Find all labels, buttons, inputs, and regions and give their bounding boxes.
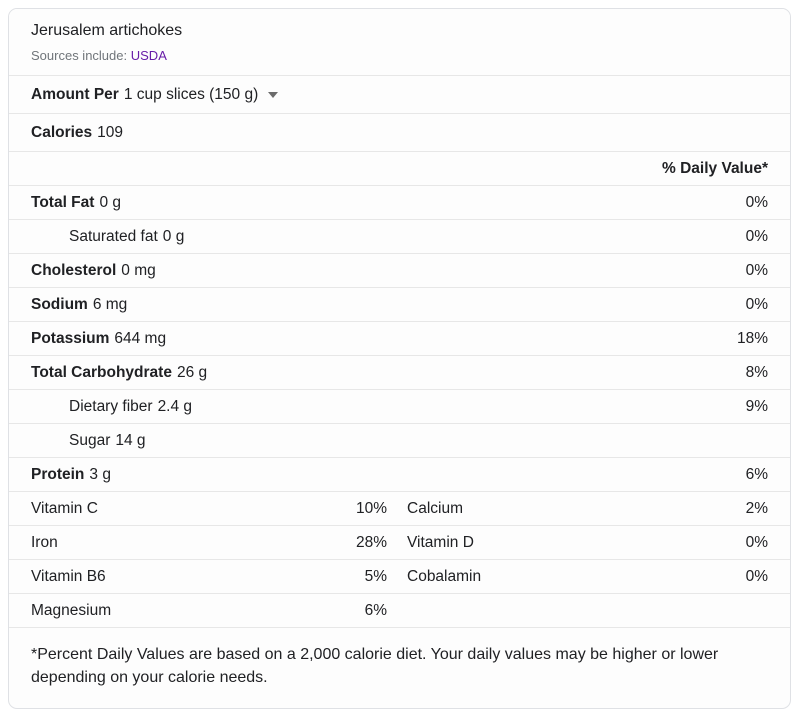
micronutrient-label: Cobalamin bbox=[407, 567, 482, 585]
nutrient-amount: 26 g bbox=[176, 363, 208, 381]
micronutrient-cell: Vitamin C 10% bbox=[31, 500, 387, 518]
micronutrient-cell: Calcium 2% bbox=[407, 500, 768, 518]
nutrient-amount: 6 mg bbox=[92, 295, 128, 313]
nutrient-amount: 0 g bbox=[99, 193, 121, 211]
nutrient-label: Protein bbox=[31, 465, 85, 483]
table-row: Cholesterol 0 mg 0% bbox=[9, 253, 790, 287]
calories-row: Calories 109 bbox=[9, 113, 790, 151]
table-row: Saturated fat 0 g 0% bbox=[9, 219, 790, 253]
micronutrient-label: Vitamin C bbox=[31, 499, 98, 517]
nutrient-label: Sugar bbox=[69, 431, 111, 449]
micronutrient-dv: 0% bbox=[745, 567, 768, 585]
daily-value-header-row: % Daily Value* bbox=[9, 151, 790, 185]
nutrient-dv: 0% bbox=[745, 227, 768, 245]
calories-label: Calories bbox=[31, 123, 93, 141]
nutrient-label: Saturated fat bbox=[69, 227, 158, 245]
table-row: Sugar 14 g bbox=[9, 423, 790, 457]
table-row: Iron 28% Vitamin D 0% bbox=[9, 525, 790, 559]
nutrient-dv: 9% bbox=[745, 397, 768, 415]
calories-value: 109 bbox=[97, 123, 124, 141]
micronutrient-label: Iron bbox=[31, 533, 58, 551]
nutrient-label: Dietary fiber bbox=[69, 397, 153, 415]
nutrient-dv: 8% bbox=[745, 363, 768, 381]
table-row: Protein 3 g 6% bbox=[9, 457, 790, 491]
page-title: Jerusalem artichokes bbox=[31, 22, 183, 39]
nutrient-amount: 14 g bbox=[115, 431, 146, 449]
nutrient-dv: 6% bbox=[745, 465, 768, 483]
sources-line: Sources include: USDA bbox=[31, 48, 768, 63]
serving-size-value: 1 cup slices (150 g) bbox=[123, 85, 259, 103]
serving-size-label: Amount Per bbox=[31, 85, 119, 103]
micronutrient-cell: Magnesium 6% bbox=[31, 602, 387, 620]
card-header: Jerusalem artichokes Sources include: US… bbox=[9, 9, 790, 75]
table-row: Vitamin C 10% Calcium 2% bbox=[9, 491, 790, 525]
nutrient-amount: 0 g bbox=[162, 227, 185, 245]
micronutrient-label: Vitamin D bbox=[407, 533, 474, 551]
source-link-usda[interactable]: USDA bbox=[130, 48, 167, 63]
caret-down-icon bbox=[268, 91, 279, 98]
micronutrient-cell: Vitamin B6 5% bbox=[31, 568, 387, 586]
table-row: Potassium 644 mg 18% bbox=[9, 321, 790, 355]
micronutrient-cell: Vitamin D 0% bbox=[407, 534, 768, 552]
micronutrient-dv: 2% bbox=[745, 499, 768, 517]
table-row: Total Fat 0 g 0% bbox=[9, 185, 790, 219]
nutrient-label: Potassium bbox=[31, 329, 110, 347]
nutrient-label: Total Carbohydrate bbox=[31, 363, 172, 381]
daily-value-header: % Daily Value* bbox=[662, 159, 768, 177]
nutrient-amount: 2.4 g bbox=[157, 397, 193, 415]
micronutrient-dv: 5% bbox=[364, 567, 387, 585]
micronutrient-dv: 10% bbox=[355, 499, 387, 517]
micronutrient-label: Calcium bbox=[407, 499, 463, 517]
nutrient-label: Cholesterol bbox=[31, 261, 117, 279]
serving-size-row[interactable]: Amount Per 1 cup slices (150 g) bbox=[9, 75, 790, 113]
micronutrient-dv: 6% bbox=[364, 601, 387, 619]
nutrient-dv: 0% bbox=[745, 193, 768, 211]
micronutrient-label: Vitamin B6 bbox=[31, 567, 106, 585]
table-row: Sodium 6 mg 0% bbox=[9, 287, 790, 321]
table-row: Dietary fiber 2.4 g 9% bbox=[9, 389, 790, 423]
table-row: Magnesium 6% bbox=[9, 593, 790, 627]
micronutrient-dv: 28% bbox=[355, 533, 387, 551]
micronutrient-dv: 0% bbox=[745, 533, 768, 551]
nutrient-dv: 0% bbox=[745, 295, 768, 313]
nutrient-amount: 3 g bbox=[89, 465, 111, 483]
table-row: Vitamin B6 5% Cobalamin 0% bbox=[9, 559, 790, 593]
table-row: Total Carbohydrate 26 g 8% bbox=[9, 355, 790, 389]
micronutrient-cell: Iron 28% bbox=[31, 534, 387, 552]
nutrient-label: Total Fat bbox=[31, 193, 95, 211]
nutrient-dv: 18% bbox=[736, 329, 768, 347]
nutrient-amount: 0 mg bbox=[121, 261, 156, 279]
micronutrient-cell: Cobalamin 0% bbox=[407, 568, 768, 586]
nutrient-amount: 644 mg bbox=[114, 329, 167, 347]
nutrient-dv: 0% bbox=[745, 261, 768, 279]
sources-label: Sources include: bbox=[31, 48, 128, 63]
nutrient-label: Sodium bbox=[31, 295, 88, 313]
micronutrient-label: Magnesium bbox=[31, 601, 112, 619]
daily-value-disclaimer: *Percent Daily Values are based on a 2,0… bbox=[9, 627, 790, 708]
nutrition-facts-card: Jerusalem artichokes Sources include: US… bbox=[8, 8, 791, 709]
